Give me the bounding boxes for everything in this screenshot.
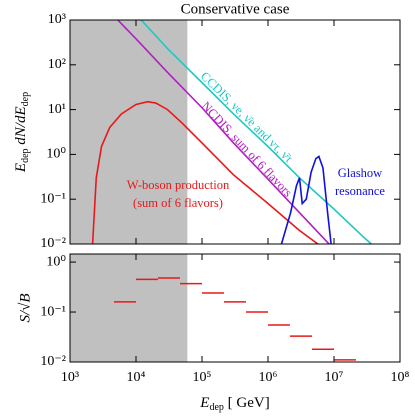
axes-frame xyxy=(69,253,401,363)
axes-frame xyxy=(69,19,401,245)
y-tick-label: 10⁻¹ xyxy=(40,191,66,206)
y-tick-label: 10⁻² xyxy=(40,236,66,251)
annotation: (sum of 6 flavors) xyxy=(133,196,223,210)
plot-area xyxy=(70,254,356,362)
shaded-region xyxy=(70,254,188,362)
x-tick-label: 10⁶ xyxy=(259,370,278,385)
x-tick-label: 10⁸ xyxy=(391,370,410,385)
shaded-region xyxy=(70,20,188,244)
y-tick-label: 10⁰ xyxy=(46,147,66,162)
line xyxy=(91,100,320,244)
annotation: resonance xyxy=(335,184,385,198)
line xyxy=(117,20,331,244)
x-tick-label: 10⁵ xyxy=(193,370,212,385)
line xyxy=(280,155,332,244)
y-axis-label: S/√B xyxy=(17,293,33,322)
x-tick-label: 10⁴ xyxy=(127,370,146,385)
y-tick-label: 10⁰ xyxy=(46,254,66,269)
y-tick-label: 10³ xyxy=(48,12,66,27)
annotation: W-boson production xyxy=(127,178,230,192)
x-axis-label: Edep [ GeV] xyxy=(199,395,269,413)
y-tick-label: 10⁻¹ xyxy=(40,304,66,319)
x-tick-label: 10³ xyxy=(61,370,79,385)
annotation: Glashow xyxy=(338,166,382,180)
plot-area xyxy=(70,20,373,244)
line xyxy=(140,20,373,244)
chart-title: Conservative case xyxy=(181,1,290,17)
y-tick-label: 10² xyxy=(48,57,66,72)
y-axis-label: Edep dN/dEdep xyxy=(13,92,31,173)
y-tick-label: 10¹ xyxy=(48,102,66,117)
x-tick-label: 10⁷ xyxy=(325,370,344,385)
y-tick-label: 10⁻² xyxy=(40,354,66,369)
